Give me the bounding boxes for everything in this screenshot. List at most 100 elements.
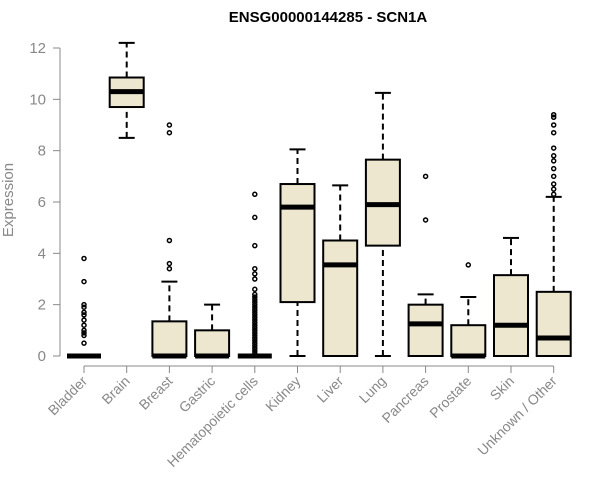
outlier-point xyxy=(252,317,258,323)
outlier-point xyxy=(81,340,87,346)
outlier-point xyxy=(81,322,87,328)
outlier-point xyxy=(252,325,258,331)
outlier-point xyxy=(81,332,87,339)
outlier-point xyxy=(81,304,87,310)
x-tick-label: Gastric xyxy=(176,373,219,416)
x-tick-label: Prostate xyxy=(426,373,474,421)
box-liver xyxy=(322,184,359,357)
y-tick-label: 10 xyxy=(29,91,46,108)
x-tick-label: Brain xyxy=(98,373,132,407)
outlier-point xyxy=(252,296,258,303)
outlier-point xyxy=(550,181,557,187)
y-tick-label: 2 xyxy=(38,297,46,314)
box-brain xyxy=(108,41,145,139)
outlier-point xyxy=(81,301,87,308)
outlier-point xyxy=(252,314,258,321)
outlier-point xyxy=(422,217,429,223)
outlier-point xyxy=(252,335,258,341)
outlier-point xyxy=(252,304,258,310)
outlier-point xyxy=(252,350,258,357)
box-body xyxy=(450,324,487,358)
outlier-point xyxy=(550,114,557,121)
outlier-point xyxy=(81,312,87,318)
outlier-point xyxy=(252,271,258,277)
box-bladder xyxy=(67,255,101,359)
outlier-point xyxy=(550,191,557,198)
outlier-point xyxy=(252,342,258,349)
outlier-point xyxy=(252,345,258,352)
box-lung xyxy=(364,91,401,357)
outlier-point xyxy=(550,158,557,164)
y-tick-label: 4 xyxy=(38,245,46,262)
outlier-point xyxy=(166,237,173,244)
y-axis: 0 2 4 6 8 10 12 xyxy=(29,40,61,365)
outlier-point xyxy=(252,319,258,326)
outlier-point xyxy=(252,327,258,334)
outlier-point xyxy=(252,348,258,354)
outlier-point xyxy=(550,111,557,118)
outlier-point xyxy=(252,242,258,249)
x-tick-label: Bladder xyxy=(45,373,91,419)
outlier-point xyxy=(81,327,87,334)
x-tick-label: Pancreas xyxy=(379,373,432,426)
outlier-point xyxy=(81,309,87,316)
outlier-point xyxy=(252,307,258,313)
box-body xyxy=(535,290,572,358)
y-tick-label: 12 xyxy=(29,40,46,57)
outlier-point xyxy=(550,153,557,159)
outlier-point xyxy=(252,214,258,221)
outlier-point xyxy=(252,312,258,318)
outlier-point xyxy=(166,129,173,136)
box-skin xyxy=(493,236,529,357)
outlier-point xyxy=(166,265,173,272)
box-body xyxy=(322,239,359,357)
outlier-point xyxy=(252,265,258,272)
outlier-point xyxy=(166,122,173,128)
outlier-point xyxy=(252,322,258,328)
box-gastric xyxy=(194,303,231,359)
outlier-point xyxy=(550,173,557,180)
outlier-point xyxy=(550,186,557,192)
x-tick-label: Kidney xyxy=(262,373,304,415)
box-body xyxy=(407,303,444,357)
outlier-point xyxy=(81,330,87,336)
x-tick-label: Skin xyxy=(487,373,518,404)
box-unknown-other xyxy=(535,111,572,358)
outlier-point xyxy=(81,255,87,262)
box-body xyxy=(151,320,188,358)
outlier-point xyxy=(252,291,258,298)
box-kidney xyxy=(279,148,316,357)
outlier-point xyxy=(252,299,258,305)
chart-title: ENSG00000144285 - SCN1A xyxy=(229,9,428,26)
outlier-point xyxy=(550,145,557,151)
box-pancreas xyxy=(407,173,444,357)
outlier-point xyxy=(166,260,173,267)
boxes-group xyxy=(67,41,572,359)
box-body xyxy=(493,274,529,357)
outlier-point xyxy=(252,309,258,316)
box-body xyxy=(279,183,316,304)
outlier-point xyxy=(252,294,258,300)
y-axis-label: Expression xyxy=(0,163,17,237)
y-tick-label: 6 xyxy=(38,194,46,211)
box-hematopoietic-cells xyxy=(237,191,272,359)
outlier-point xyxy=(550,165,557,172)
outlier-point xyxy=(465,262,472,268)
outlier-point xyxy=(81,317,87,323)
x-tick-label: Lung xyxy=(356,373,389,406)
x-tick-label: Breast xyxy=(136,373,176,413)
outlier-point xyxy=(252,330,258,336)
x-tick-label: Unknown / Other xyxy=(474,373,560,459)
box-breast xyxy=(151,122,188,359)
outlier-point xyxy=(252,340,258,346)
box-body xyxy=(194,329,231,358)
x-tick-label: Liver xyxy=(314,373,347,406)
y-tick-label: 0 xyxy=(38,348,46,365)
y-tick-label: 8 xyxy=(38,143,46,160)
outlier-point xyxy=(81,278,87,285)
outlier-point xyxy=(252,301,258,308)
box-prostate xyxy=(450,262,487,359)
outlier-point xyxy=(550,129,557,136)
